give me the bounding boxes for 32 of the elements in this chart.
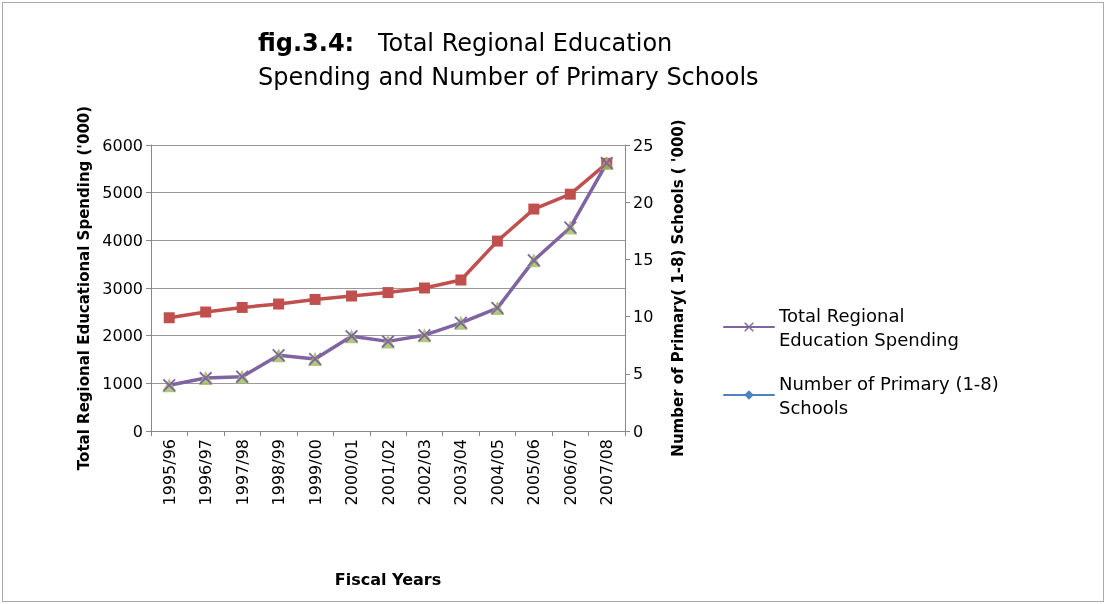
x-tick-label: 2004/05 — [487, 439, 507, 506]
x-tick-label: 2006/07 — [560, 439, 580, 506]
y-tick-label: 0 — [132, 421, 143, 441]
x-tick-label: 2000/01 — [342, 439, 362, 506]
legend-label: Total Regional Education Spending — [778, 304, 959, 350]
x-tick-label: 2003/04 — [451, 439, 471, 506]
y-tick-label: 3000 — [102, 278, 143, 298]
y2-tick-label: 5 — [633, 364, 644, 384]
x-tick-label: 1999/00 — [305, 439, 325, 506]
x-tick-label: 2007/08 — [597, 439, 617, 506]
y2-tick-label: 0 — [633, 421, 644, 441]
x-axis-title: Fiscal Years — [334, 569, 442, 589]
y2-tick-label: 10 — [633, 307, 654, 327]
chart-title: fig.3.4: Total Regional Education Spending and Number of Primary Schools — [258, 29, 759, 91]
x-tick-label: 2002/03 — [414, 439, 434, 506]
x-tick-label: 1998/99 — [269, 439, 289, 506]
y-tick-label: 4000 — [102, 230, 143, 250]
y2-axis-title: Number of Primary( 1-8) Schools ( '000) — [668, 119, 687, 457]
y-tick-label: 5000 — [102, 183, 143, 203]
y2-tick-label: 15 — [633, 249, 654, 269]
y-axis-title: Total Regional Educational Spending ('000) — [74, 105, 93, 471]
y-tick-label: 1000 — [102, 373, 143, 393]
legend-label: Number of Primary (1-8) Schools — [779, 372, 1005, 418]
y2-tick-label: 25 — [633, 135, 654, 155]
x-tick-label: 1996/97 — [196, 439, 216, 506]
y2-tick-label: 20 — [633, 192, 654, 212]
x-tick-label: 2005/06 — [524, 439, 544, 506]
x-tick-label: 1995/96 — [159, 439, 179, 506]
x-tick-label: 1997/98 — [232, 439, 252, 506]
x-tick-label: 2001/02 — [378, 439, 398, 506]
y-tick-label: 2000 — [102, 326, 143, 346]
y-tick-label: 6000 — [102, 135, 143, 155]
